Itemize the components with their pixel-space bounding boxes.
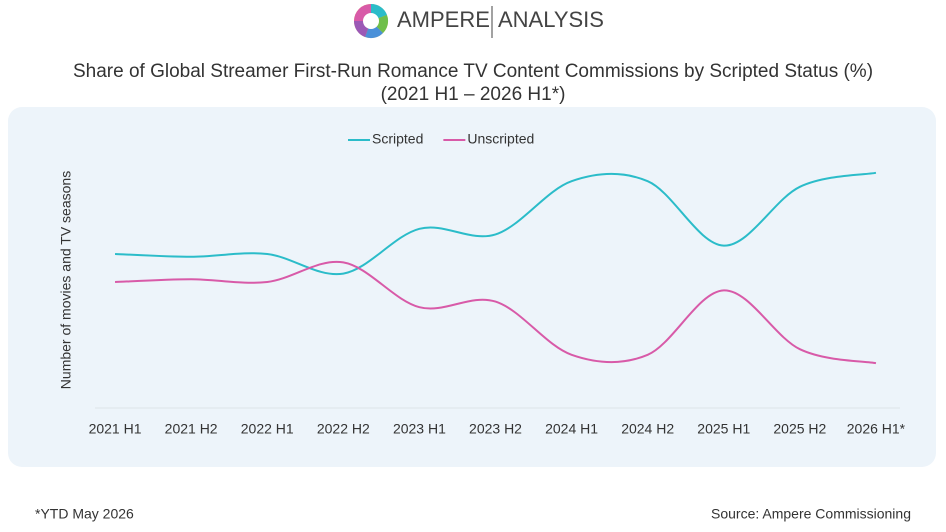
- source: Source: Ampere Commissioning: [711, 506, 911, 522]
- x-tick-label: 2021 H2: [165, 421, 218, 437]
- x-tick-label: 2022 H1: [241, 421, 294, 437]
- x-tick-label: 2023 H2: [469, 421, 522, 437]
- x-tick-label: 2024 H2: [621, 421, 674, 437]
- x-tick-label: 2026 H1*: [847, 421, 906, 437]
- line-series: [115, 260, 877, 365]
- panel: [8, 107, 936, 467]
- logo-brand: AMPERE: [397, 7, 490, 32]
- logo-icon: [353, 3, 389, 39]
- footnote: *YTD May 2026: [35, 506, 134, 522]
- chart-title: Share of Global Streamer First-Run Roman…: [72, 61, 874, 105]
- legend-label: Unscripted: [467, 131, 534, 147]
- x-tick-label: 2024 H1: [545, 421, 598, 437]
- logo-suffix: ANALYSIS: [498, 7, 604, 32]
- x-tick-label: 2023 H1: [393, 421, 446, 437]
- x-tick-label: 2021 H1: [89, 421, 142, 437]
- y-axis-label: Number of movies and TV seasons: [58, 171, 74, 389]
- legend-label: Scripted: [372, 131, 423, 147]
- x-tick-label: 2025 H2: [773, 421, 826, 437]
- x-tick-label: 2022 H2: [317, 421, 370, 437]
- line-series: [115, 171, 877, 276]
- x-tick-label: 2025 H1: [697, 421, 750, 437]
